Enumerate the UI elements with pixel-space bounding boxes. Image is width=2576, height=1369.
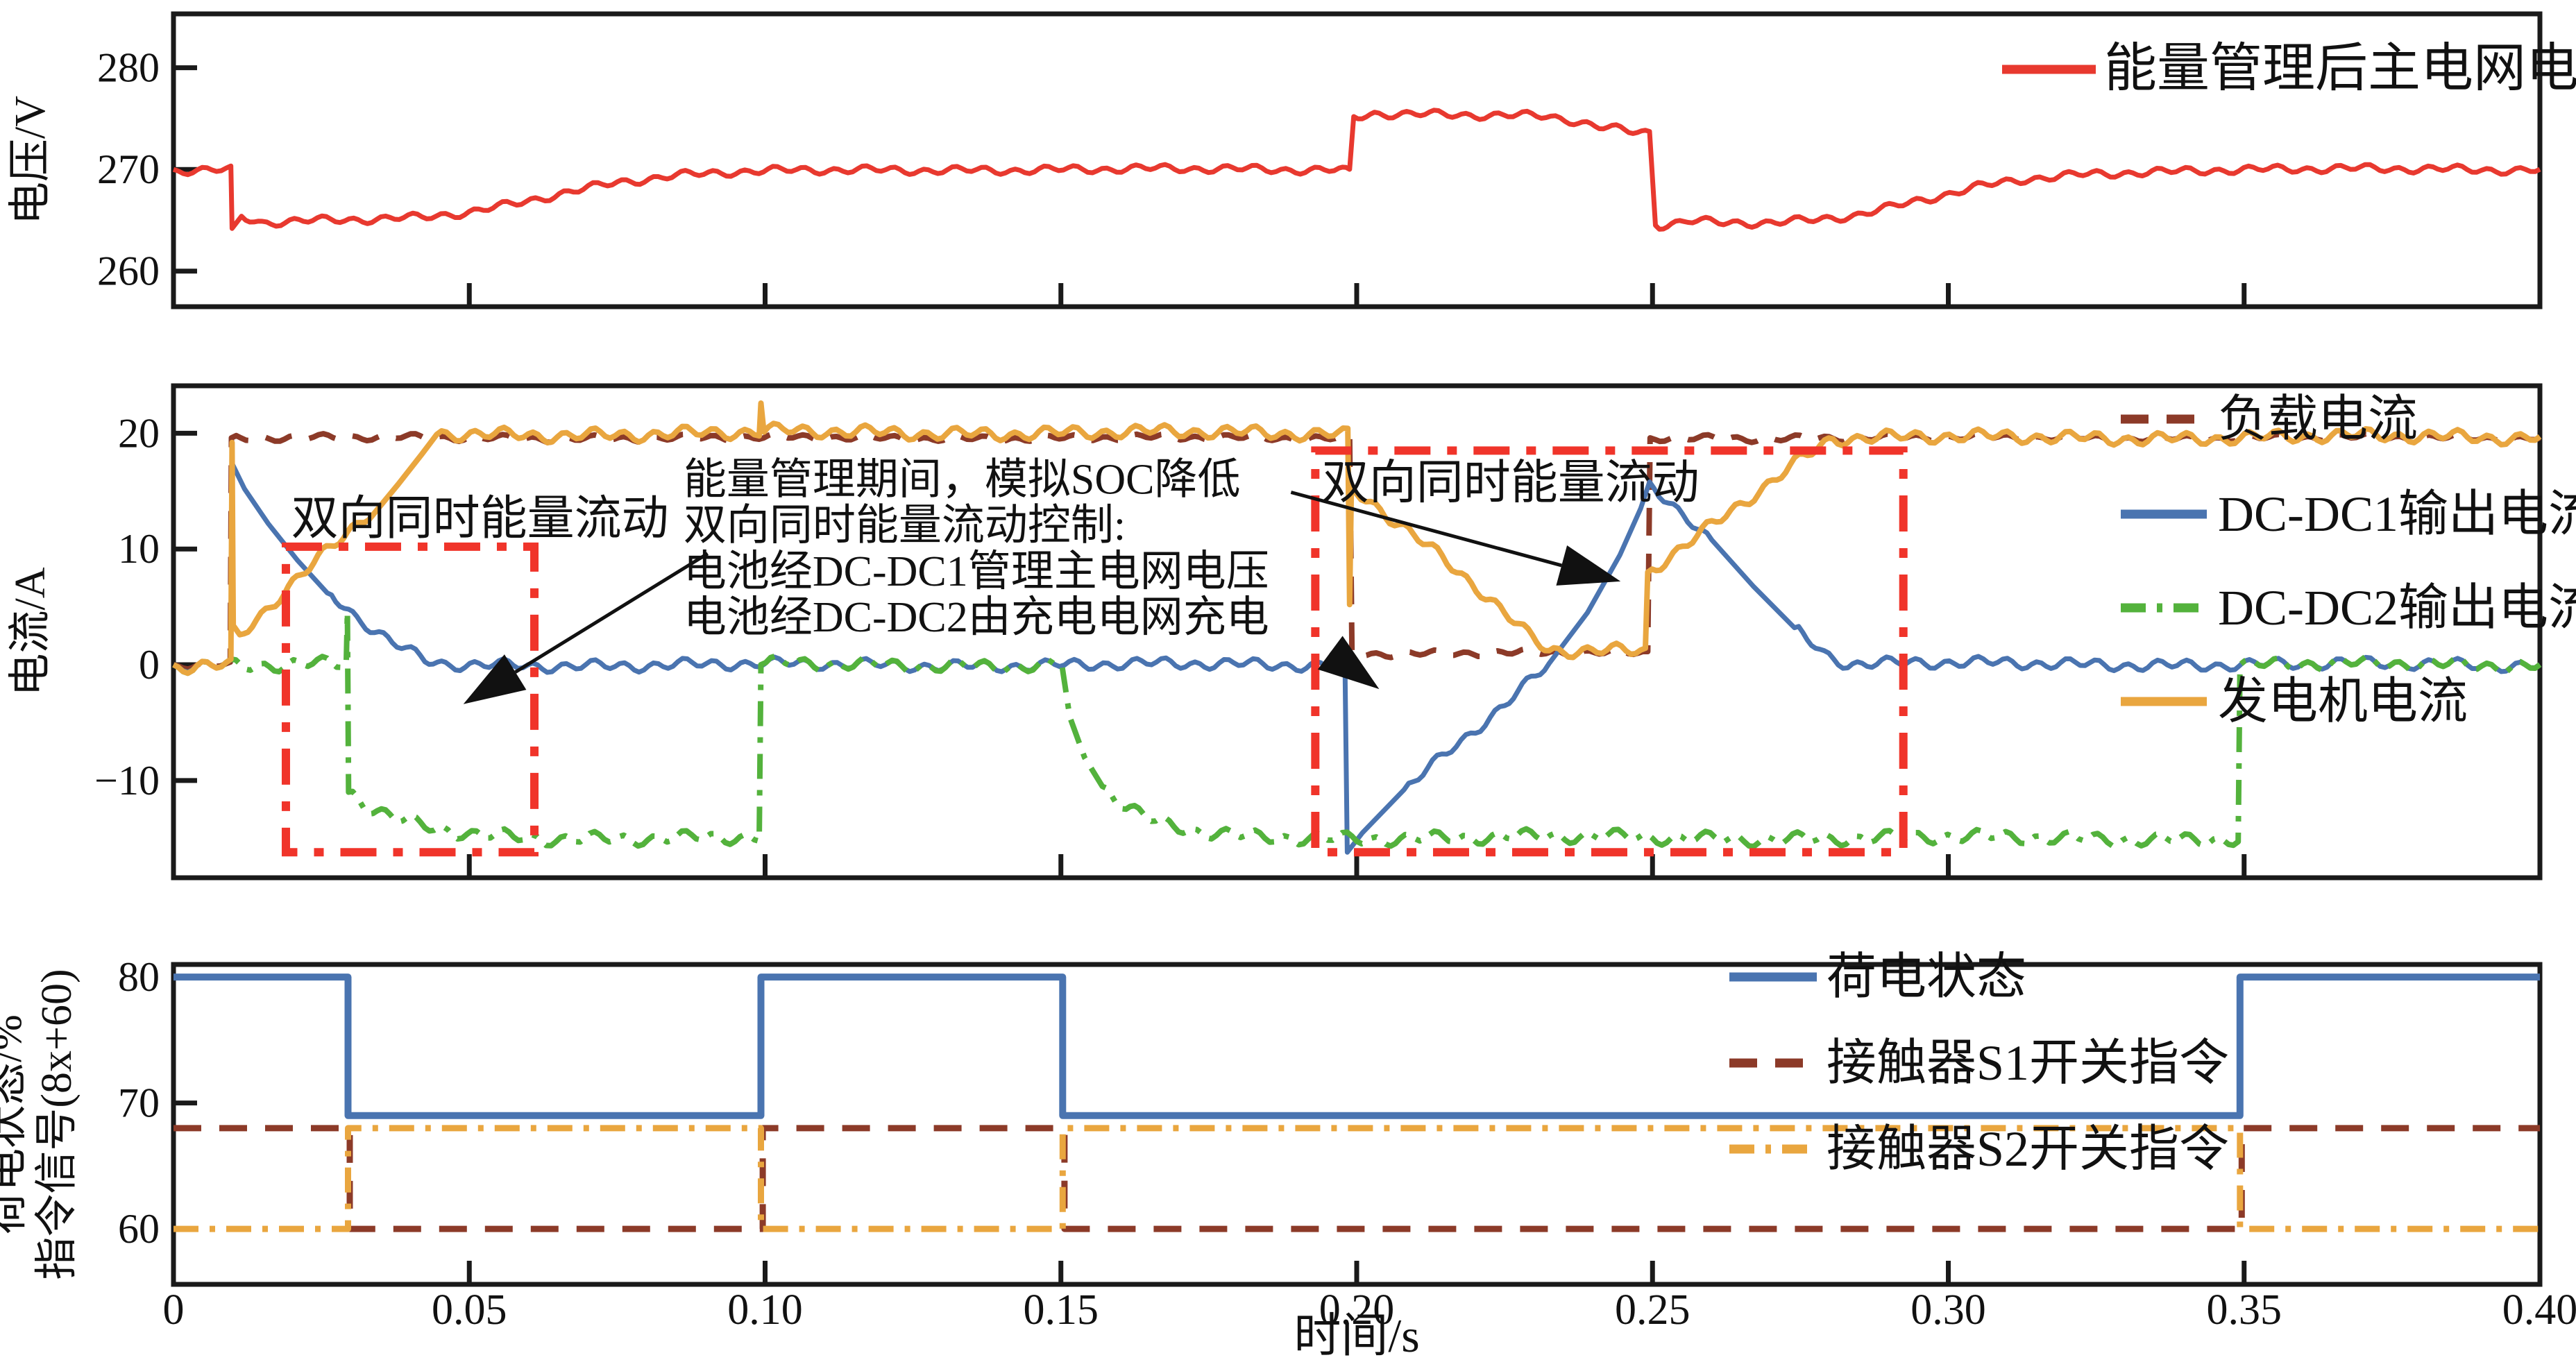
x-axis-label: 时间/s <box>1294 1309 1419 1362</box>
s1-command-line <box>173 1125 2540 1232</box>
annotation-arrow-head <box>1317 636 1380 690</box>
x-tick-label: 0.05 <box>432 1286 507 1334</box>
annotation-note-line: 电池经DC-DC1管理主电网电压 <box>684 548 1269 595</box>
legend-label: 能量管理后主电网电压 <box>2104 40 2576 98</box>
generator-current-line <box>172 400 2542 677</box>
annotation-arrow-head <box>1556 545 1621 586</box>
y-tick-label: 80 <box>118 954 160 1000</box>
x-tick-label: 0.25 <box>1615 1286 1690 1334</box>
y-tick-label: 10 <box>118 526 160 572</box>
y-tick-label: 270 <box>97 146 160 192</box>
x-tick-label: 0 <box>163 1286 185 1334</box>
y-tick-label: 260 <box>97 248 160 294</box>
legend-label: 荷电状态 <box>1827 949 2026 1005</box>
y-axis-label: 电压/V <box>7 96 54 225</box>
annotation-note-line: 能量管理期间，模拟SOC降低 <box>684 456 1241 503</box>
soc-command-plot: 80 70 600 0.05 0.10 0.15 0.20 0.25 0.30 0.35 0.40 荷… <box>0 949 2576 1334</box>
x-tick-label: 0.10 <box>727 1286 803 1334</box>
y-tick-label: 60 <box>118 1206 160 1252</box>
annotation-note-line: 电池经DC-DC2由充电电网充电 <box>684 594 1269 641</box>
bidirectional-flow-box <box>1311 446 1908 857</box>
y-tick-label: 20 <box>118 410 160 456</box>
y-axis-label: 荷电状态/% <box>0 1014 31 1234</box>
legend: 能量管理后主电网电压 <box>2002 40 2576 98</box>
bidirectional-flow-label: 双向同时能量流动 <box>291 492 669 545</box>
voltage-plot: 280 270 260 电压/V 能量管理后主电网电压 <box>7 11 2576 309</box>
x-tick-label: 0.35 <box>2207 1286 2282 1334</box>
main-grid-voltage-line <box>172 108 2541 232</box>
x-tick-label: 0.20 <box>1319 1286 1395 1334</box>
y-tick-label: −10 <box>94 758 160 803</box>
dcdc1-current-line <box>172 461 2541 855</box>
bidirectional-flow-label: 双向同时能量流动 <box>1322 456 1700 509</box>
y-tick-label: 0 <box>139 642 160 688</box>
x-tick-label: 0.30 <box>1910 1286 1986 1334</box>
legend-label: DC-DC1输出电流 <box>2218 486 2576 542</box>
annotation-arrow-head <box>463 654 527 704</box>
soc-line <box>173 973 2540 1119</box>
y-tick-label: 70 <box>118 1080 160 1126</box>
legend-label: 接触器S2开关指令 <box>1827 1121 2229 1177</box>
legend-label: 发电机电流 <box>2218 674 2468 729</box>
x-tick-label: 0.15 <box>1024 1286 1099 1334</box>
annotation-note-line: 双向同时能量流动控制: <box>684 502 1126 550</box>
legend-label: 负载电流 <box>2218 391 2418 447</box>
legend-label: 接触器S1开关指令 <box>1827 1035 2229 1091</box>
y-tick-label: 280 <box>97 45 160 91</box>
current-plot: 20100−10电流/A能量管理期间，模拟SOC降低双向同时能量流动控制:电池经… <box>7 383 2576 881</box>
bidirectional-flow-box <box>281 542 539 857</box>
annotations: 能量管理期间，模拟SOC降低双向同时能量流动控制:电池经DC-DC1管理主电网电… <box>281 446 1908 857</box>
annotation-arrow-line <box>514 552 709 674</box>
y-axis-label: 电流/A <box>7 567 54 696</box>
y-axis-label: 指令信号(8x+60) <box>33 969 80 1279</box>
legend-label: DC-DC2输出电流 <box>2218 580 2576 636</box>
s2-command-line <box>173 1125 2540 1232</box>
x-tick-label: 0.40 <box>2502 1286 2576 1334</box>
annotation-arrow-line <box>1290 491 1562 568</box>
dcdc2-current-line <box>172 609 2542 849</box>
